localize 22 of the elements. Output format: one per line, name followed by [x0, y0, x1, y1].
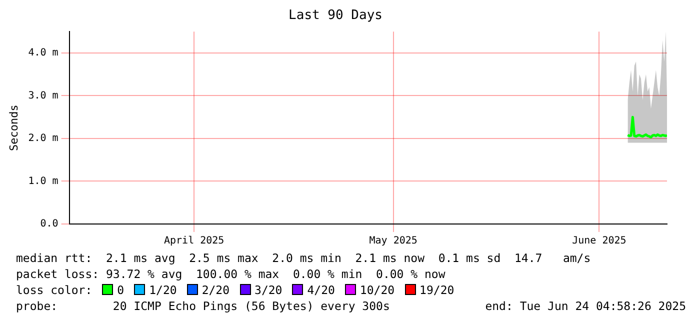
y-axis-title: Seconds: [7, 104, 20, 151]
text: probe: 20 ICMP Echo Pings (56 Bytes) every 300s: [16, 299, 390, 313]
legend-label: 3/20: [254, 283, 282, 297]
text: packet loss: 93.72 % avg 100.00 % max 0.00 % min 0.00 % now: [16, 266, 446, 282]
y-tick-label: 2.0 m: [28, 133, 58, 144]
text: median rtt: 2.1 ms avg 2.5 ms max 2.0 ms min 2.1 ms now 0.1 ms sd 14.7 am/s: [16, 250, 592, 266]
chart-title: Last 90 Days: [288, 8, 382, 24]
legend-label: 0: [117, 283, 124, 297]
y-tick-label: 1.0 m: [28, 176, 58, 187]
legend-label: 10/20: [360, 283, 395, 297]
x-tick-label: May 2025: [369, 236, 418, 247]
text: end: Tue Jun 24 04:58:26 2025: [485, 298, 686, 314]
legend-title: loss color:: [16, 283, 92, 297]
y-tick-label: 0.0: [40, 218, 58, 230]
legend-label: 4/20: [307, 283, 335, 297]
x-tick-label: June 2025: [572, 236, 626, 247]
y-tick-label: 3.0 m: [28, 90, 58, 102]
legend-label: 19/20: [420, 283, 454, 297]
legend-label: 2/20: [202, 283, 230, 297]
legend-label: 1/20: [149, 283, 177, 297]
x-tick-label: April 2025: [164, 236, 224, 247]
y-tick-label: 4.0 m: [28, 48, 58, 59]
